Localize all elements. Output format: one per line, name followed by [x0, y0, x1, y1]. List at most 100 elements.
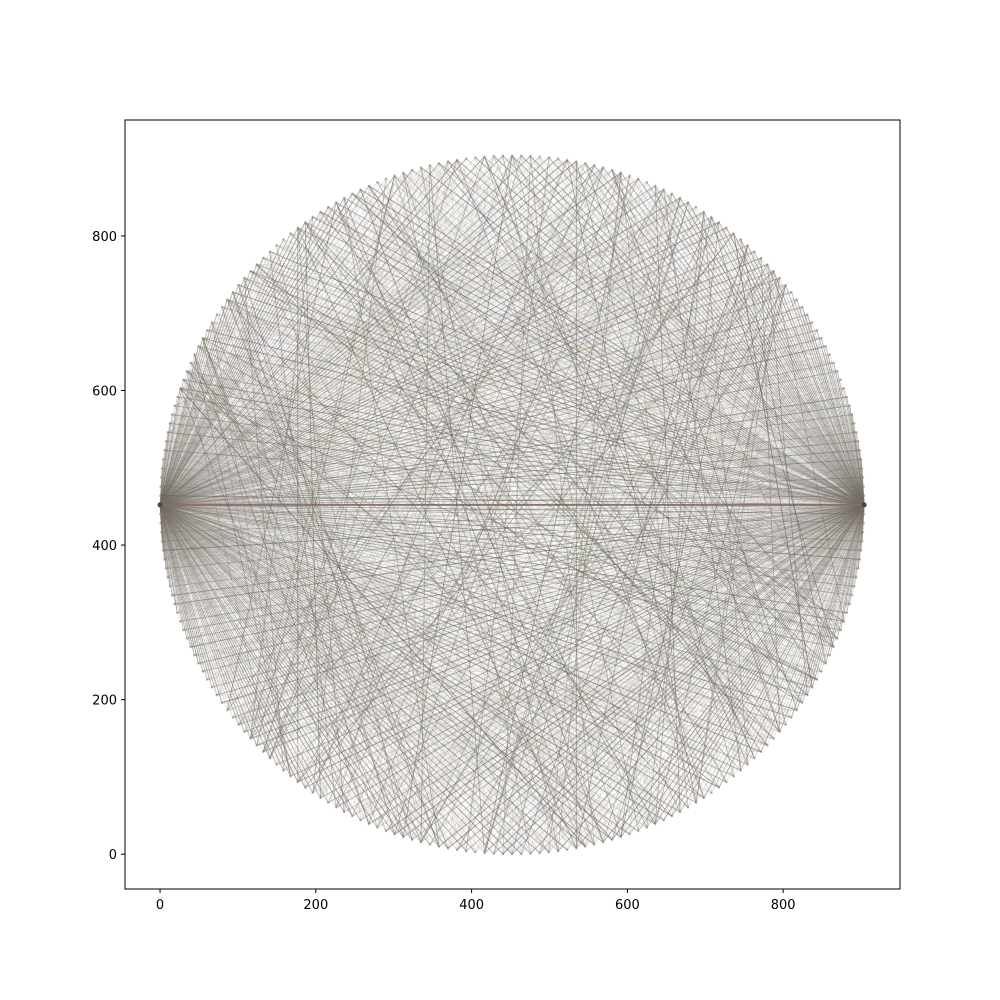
hub-edge — [733, 233, 865, 506]
hub-edge — [159, 504, 387, 832]
network-node — [483, 155, 486, 158]
faint-edge — [221, 702, 727, 783]
network-node — [393, 833, 396, 836]
faint-edge — [164, 264, 768, 451]
cross-edge — [304, 233, 735, 788]
hub-edge — [711, 216, 865, 506]
faint-edge — [420, 167, 855, 424]
hub-edge — [238, 284, 865, 506]
hub-edge — [602, 504, 865, 843]
faint-edge — [456, 159, 734, 777]
hub-edge — [159, 158, 467, 506]
network-node — [702, 796, 706, 800]
hub-edge — [475, 504, 865, 853]
cross-edge — [456, 159, 705, 799]
cross-edge — [620, 245, 749, 838]
network-node — [759, 750, 763, 754]
cross-edge — [646, 222, 720, 828]
network-node — [201, 337, 204, 340]
network-node — [243, 730, 246, 733]
network-node — [220, 305, 224, 309]
hub-edge — [360, 189, 865, 506]
hub-edge — [161, 504, 865, 542]
cross-edge — [429, 165, 485, 854]
hub-edge — [654, 185, 865, 506]
network-node — [619, 835, 623, 839]
cross-edge — [269, 156, 485, 759]
faint-edge — [160, 532, 586, 847]
network-node — [801, 305, 804, 309]
network-node — [772, 269, 775, 273]
faint-edge — [211, 322, 865, 506]
cross-edge — [611, 169, 798, 711]
network-node — [520, 154, 523, 157]
hub-edge — [211, 504, 865, 688]
faint-edge — [411, 169, 648, 828]
hub-edge — [159, 185, 656, 506]
hub-edge — [159, 504, 577, 849]
x-tick-label: 200 — [303, 898, 328, 913]
cross-edge — [327, 206, 827, 664]
faint-edge — [403, 163, 440, 838]
hub-edge — [216, 504, 865, 696]
cross-edge — [198, 345, 803, 704]
network-node — [645, 826, 648, 829]
hub-edge — [159, 232, 734, 506]
network-node — [832, 361, 835, 364]
hub-edge — [269, 251, 865, 506]
network-node — [860, 458, 863, 461]
hub-edge — [637, 178, 865, 506]
cross-edge — [402, 155, 513, 838]
network-node — [686, 806, 690, 809]
network-node — [166, 576, 169, 579]
cross-edge — [740, 239, 827, 664]
faint-edge — [232, 717, 727, 783]
faint-edge — [269, 251, 808, 696]
faint-edge — [221, 306, 855, 424]
network-node — [334, 806, 338, 809]
network-node — [766, 744, 769, 747]
faint-edge — [202, 337, 864, 524]
network-node — [220, 701, 224, 704]
hub-edge — [244, 277, 865, 506]
hub-edge — [520, 155, 865, 506]
cross-edge — [180, 387, 818, 680]
faint-edge — [244, 165, 595, 732]
cross-edge — [520, 245, 749, 855]
cross-edge — [269, 167, 604, 759]
faint-edge — [202, 671, 780, 733]
network-node — [842, 387, 846, 390]
hub-edge — [159, 221, 720, 506]
faint-edge — [420, 161, 449, 843]
faint-edge — [198, 346, 622, 838]
faint-edge — [202, 337, 834, 364]
hub-edge — [159, 251, 271, 506]
network-node — [419, 166, 423, 169]
faint-edge — [190, 346, 826, 364]
network-node — [861, 540, 864, 543]
faint-edge — [167, 156, 540, 578]
x-axis: 0 200 400 600 800 — [156, 889, 796, 913]
hub-edge — [159, 244, 748, 506]
hub-edge — [611, 504, 865, 841]
network-node — [811, 686, 814, 689]
network-node — [437, 162, 441, 165]
cross-edge — [368, 185, 781, 733]
hub-edge — [180, 504, 865, 622]
hub-edge — [576, 161, 865, 506]
hub-edge — [747, 245, 865, 506]
network-node — [197, 345, 200, 348]
network-node — [732, 232, 735, 235]
hub-edge — [269, 504, 865, 759]
network-node — [556, 157, 560, 160]
hub-edge — [159, 306, 803, 506]
cross-edge — [202, 337, 818, 680]
network-node — [566, 158, 569, 162]
faint-edge — [276, 245, 834, 648]
faint-edge — [202, 155, 494, 672]
faint-edge — [360, 239, 742, 821]
hub-edge — [159, 504, 720, 788]
faint-edge — [190, 197, 681, 648]
network-node — [215, 693, 218, 697]
faint-edge — [167, 175, 630, 433]
